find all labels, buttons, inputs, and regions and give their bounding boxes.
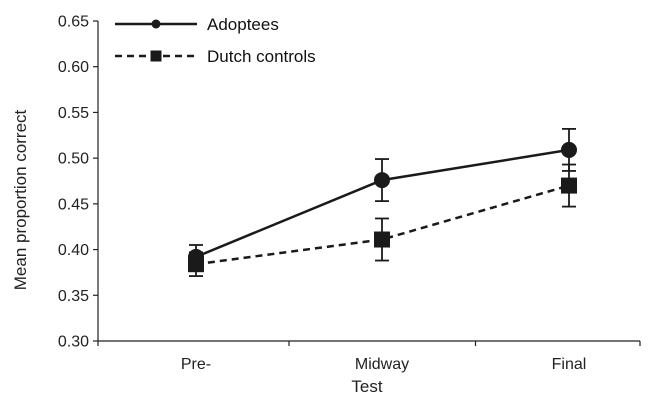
x-tick-label: Midway (355, 356, 409, 373)
y-tick-label: 0.35 (58, 288, 89, 305)
x-tick-label: Pre- (181, 356, 211, 373)
y-tick-label: 0.50 (58, 151, 89, 168)
legend-label-dutch-controls: Dutch controls (207, 47, 316, 66)
data-point-dutch-controls (188, 256, 204, 273)
series-line-dutch-controls (195, 184, 570, 266)
data-point-dutch-controls (561, 177, 577, 194)
plot-area (188, 127, 577, 277)
y-tick-label: 0.40 (58, 242, 89, 259)
legend-marker-adoptees (151, 19, 161, 29)
x-tick-label: Final (552, 356, 587, 373)
legend-label-adoptees: Adoptees (207, 15, 279, 34)
data-point-adoptees (561, 141, 577, 158)
data-point-dutch-controls (374, 231, 390, 248)
y-tick-label: 0.60 (58, 59, 89, 76)
y-axis-title: Mean proportion correct (11, 109, 30, 290)
y-axis-ticks: 0.30 0.35 0.40 0.45 0.50 0.55 0.60 0.65 (58, 14, 98, 351)
y-tick-label: 0.30 (58, 334, 89, 351)
y-tick-label: 0.45 (58, 196, 89, 213)
x-axis-title: Test (351, 377, 382, 396)
legend-marker-dutch-controls (150, 50, 162, 62)
y-tick-label: 0.55 (58, 105, 89, 122)
data-point-adoptees (374, 172, 390, 189)
y-tick-label: 0.65 (58, 14, 89, 31)
x-axis-ticks: Pre- Midway Final (97, 341, 641, 373)
legend: Adoptees Dutch controls (115, 15, 316, 66)
